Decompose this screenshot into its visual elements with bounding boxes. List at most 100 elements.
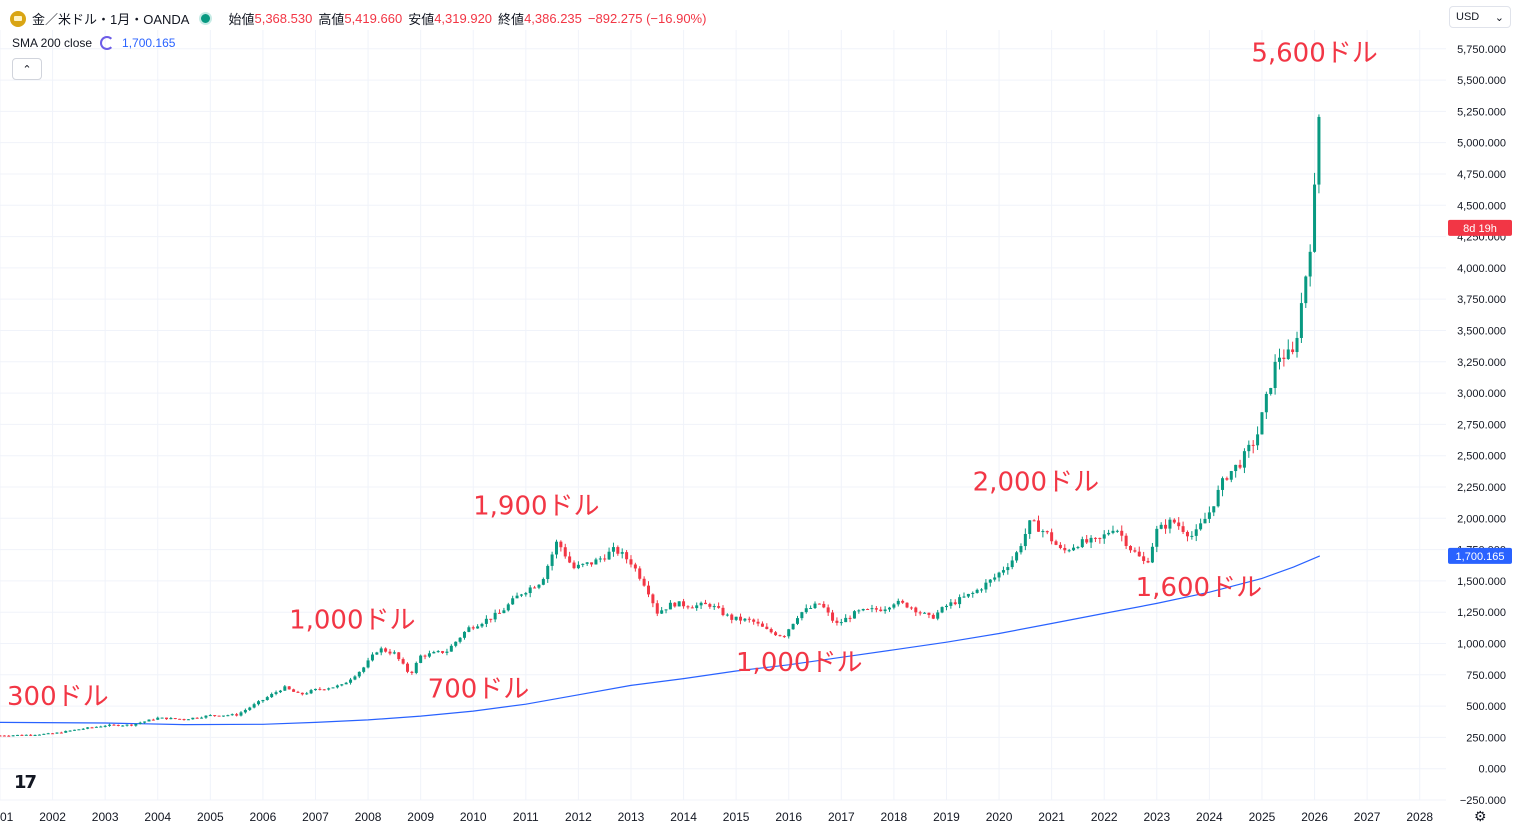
candle-body [370,654,374,661]
open-value: 5,368.530 [254,11,313,26]
gear-icon[interactable]: ⚙ [1474,808,1487,824]
candle-body [655,603,659,614]
candle-body [778,635,782,637]
price-tag-box [1448,547,1512,564]
candle-body [20,734,24,736]
candle-body [397,652,401,660]
candle-body [230,714,234,716]
candle-body [1080,539,1084,548]
candle-body [484,618,488,624]
candle-body [1264,393,1268,413]
candle-body [1291,349,1295,353]
candle-body [147,719,151,722]
candle-body [59,732,63,734]
candle-body [1282,357,1286,359]
candle-body [1150,546,1154,563]
x-tick-label: 2007 [302,810,329,824]
y-tick-label: 4,000.000 [1457,263,1506,275]
candle-body [747,618,751,620]
candle-body [1229,471,1233,480]
sma-200-line [0,555,1321,726]
currency-select[interactable]: USD ⌄ [1449,6,1511,28]
candle-body [804,608,808,613]
x-tick-label: 2012 [565,810,592,824]
candle-body [524,593,528,595]
candle-body [568,556,572,563]
candle-body [760,623,764,627]
candle-body [598,558,602,560]
candle-body [493,612,497,620]
candle-body [72,729,76,731]
candle-body [1177,522,1181,527]
candle-body [1203,518,1207,524]
candle-body [7,735,11,737]
candle-body [949,602,953,606]
y-axis: −250.000 0.000 250.000 500.000 750.000 1,000.… [1457,44,1506,807]
tradingview-logo[interactable]: 17 [14,772,37,793]
candles-layer [0,114,1321,737]
candle-body [1159,524,1163,529]
candle-body [11,735,15,737]
x-tick-label: 2010 [460,810,487,824]
candle-body [1221,478,1225,490]
x-tick-label: 2006 [250,810,277,824]
candle-body [1190,535,1194,537]
candle-body [239,712,243,716]
candle-body [340,684,344,686]
candle-body [392,652,396,654]
indicator-legend[interactable]: SMA 200 close 1,700.165 [12,36,175,50]
close-value: 4,386.235 [524,11,582,26]
candle-body [129,724,133,726]
candle-body [178,718,182,720]
candle-body [1137,551,1141,557]
y-tick-label: 2,500.000 [1457,451,1506,463]
candle-body [51,733,55,735]
candle-body [1172,519,1176,523]
candle-body [866,609,870,611]
candle-body [458,637,462,642]
candle-body [1260,412,1264,435]
candle-body [116,724,120,726]
candle-body [165,717,169,720]
candle-body [984,582,988,590]
candle-body [1129,545,1133,551]
candle-body [436,651,440,653]
candle-body [682,601,686,607]
candle-body [305,693,309,695]
candle-body [410,671,414,673]
candle-body [852,611,856,619]
x-tick-label: 2001 [0,810,14,824]
candle-body [857,610,861,612]
candle-body [931,614,935,619]
candle-body [765,626,769,630]
candle-body [848,617,852,619]
candle-body [318,688,322,690]
x-tick-label: 2027 [1354,810,1381,824]
symbol-title[interactable]: 金／米ドル・1月・OANDA [32,12,190,27]
candle-body [590,562,594,565]
y-tick-label: 3,750.000 [1457,294,1506,306]
candle-body [480,623,484,627]
candle-body [800,612,804,619]
candle-body [1286,349,1290,359]
candle-body [791,623,795,630]
candle-body [660,610,664,614]
candle-body [77,729,81,731]
x-tick-label: 2019 [933,810,960,824]
candle-body [265,697,269,700]
candle-body [533,587,537,589]
candle-body [594,559,598,565]
candle-body [730,614,734,620]
indicator-value: 1,700.165 [122,36,176,50]
candle-body [1120,530,1124,536]
candle-body [357,671,361,677]
collapse-legend-button[interactable]: ⌃ [12,58,42,80]
candle-body [1142,556,1146,561]
x-tick-label: 2026 [1301,810,1328,824]
x-tick-label: 2014 [670,810,697,824]
candle-body [1063,547,1067,551]
candle-body [673,602,677,607]
loading-icon [100,36,115,50]
candle-body [1050,532,1054,542]
